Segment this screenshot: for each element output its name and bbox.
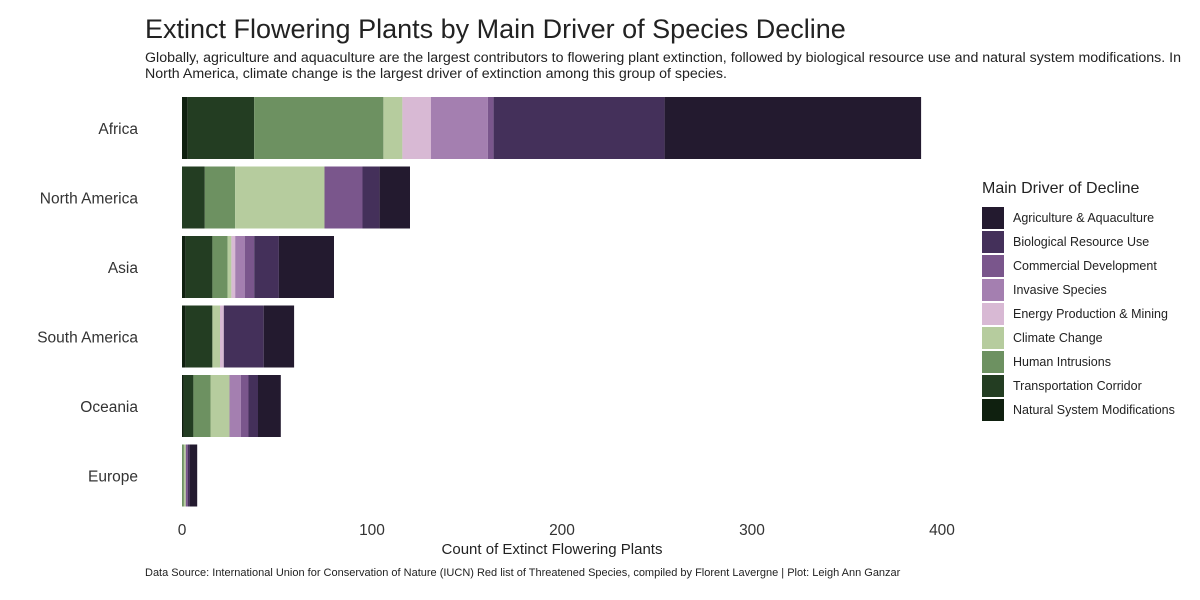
legend-item-biological-resource-use: Biological Resource Use <box>982 230 1175 254</box>
x-tick-label: 0 <box>178 522 187 539</box>
x-tick-label: 200 <box>549 522 575 539</box>
legend-label: Transportation Corridor <box>1013 379 1142 393</box>
bar-segment-africa-natural-system-modifications <box>182 97 188 159</box>
legend-swatch <box>982 303 1004 325</box>
bar-segment-oceania-biological-resource-use <box>248 375 258 437</box>
legend-swatch <box>982 255 1004 277</box>
y-tick-label: North America <box>40 191 139 208</box>
legend-swatch <box>982 351 1004 373</box>
legend-label: Invasive Species <box>1013 283 1107 297</box>
y-tick-label: South America <box>37 330 138 347</box>
legend-item-invasive-species: Invasive Species <box>982 278 1175 302</box>
bar-segment-asia-transportation-corridor <box>185 236 213 298</box>
legend-title: Main Driver of Decline <box>982 180 1140 197</box>
bar-segment-south-america-climate-change <box>212 305 220 368</box>
bar-segment-asia-commercial-development <box>244 236 255 298</box>
legend-label: Commercial Development <box>1013 259 1157 273</box>
bar-segment-asia-energy-production-and-mining <box>231 236 236 298</box>
bar-segment-oceania-agriculture-and-aquaculture <box>258 375 281 437</box>
bar-segment-asia-natural-system-modifications <box>182 236 186 298</box>
bar-segment-south-america-energy-production-and-mining <box>220 305 224 368</box>
bar-segment-europe-agriculture-and-aquaculture <box>189 444 198 507</box>
bar-segment-oceania-human-intrusions <box>193 375 211 437</box>
legend-item-commercial-development: Commercial Development <box>982 254 1175 278</box>
bar-segment-africa-invasive-species <box>430 97 488 159</box>
bar-segment-africa-climate-change <box>383 97 403 159</box>
y-tick-label: Africa <box>98 121 138 138</box>
x-axis-title: Count of Extinct Flowering Plants <box>442 541 663 558</box>
chart-title: Extinct Flowering Plants by Main Driver … <box>145 14 846 44</box>
bar-segment-europe-human-intrusions <box>182 444 184 507</box>
bar-segment-north-america-commercial-development <box>324 166 363 229</box>
legend-swatch <box>982 231 1004 253</box>
bar-segment-north-america-agriculture-and-aquaculture <box>379 166 410 229</box>
bar-segment-asia-invasive-species <box>235 236 245 298</box>
legend-label: Agriculture & Aquaculture <box>1013 211 1155 225</box>
bar-segment-north-america-biological-resource-use <box>362 166 380 229</box>
bar-segment-oceania-climate-change <box>210 375 230 437</box>
bar-segment-europe-biological-resource-use <box>187 444 190 507</box>
bar-segment-africa-transportation-corridor <box>187 97 255 159</box>
legend-item-natural-system-modifications: Natural System Modifications <box>982 398 1175 422</box>
data-source-caption: Data Source: International Union for Con… <box>145 567 901 579</box>
legend-items: Agriculture & Aquaculture Biological Reso… <box>982 206 1175 422</box>
bar-segment-asia-climate-change <box>227 236 232 298</box>
bar-segment-africa-commercial-development <box>487 97 494 159</box>
bar-segment-north-america-transportation-corridor <box>182 166 205 229</box>
x-tick-label: 300 <box>739 522 765 539</box>
bar-segment-oceania-transportation-corridor <box>183 375 194 437</box>
chart-subtitle: Globally, agriculture and aquaculture ar… <box>145 50 1181 82</box>
legend-label: Biological Resource Use <box>1013 235 1150 249</box>
bar-segment-south-america-biological-resource-use <box>223 305 264 368</box>
bar-segment-europe-commercial-development <box>185 444 188 507</box>
bar-segment-asia-biological-resource-use <box>254 236 279 298</box>
legend-item-human-intrusions: Human Intrusions <box>982 350 1175 374</box>
legend-swatch <box>982 399 1004 421</box>
legend-item-agriculture-and-aquaculture: Agriculture & Aquaculture <box>982 206 1175 230</box>
bar-segment-asia-human-intrusions <box>212 236 228 298</box>
bar-segment-south-america-agriculture-and-aquaculture <box>263 305 295 368</box>
bar-segment-africa-energy-production-and-mining <box>402 97 431 159</box>
legend-swatch <box>982 327 1004 349</box>
bar-segment-north-america-human-intrusions <box>204 166 236 229</box>
legend-swatch <box>982 279 1004 301</box>
y-tick-label: Europe <box>88 469 138 486</box>
x-tick-label: 400 <box>929 522 955 539</box>
legend-item-energy-production-and-mining: Energy Production & Mining <box>982 302 1175 326</box>
bar-segment-europe-climate-change <box>183 444 186 507</box>
legend-swatch <box>982 207 1004 229</box>
legend-label: Climate Change <box>1013 331 1103 345</box>
y-tick-label: Oceania <box>80 399 138 416</box>
x-tick-label: 100 <box>359 522 385 539</box>
bar-segment-oceania-natural-system-modifications <box>182 375 184 437</box>
legend-item-climate-change: Climate Change <box>982 326 1175 350</box>
bar-segment-south-america-transportation-corridor <box>185 305 213 368</box>
bar-segment-north-america-climate-change <box>235 166 325 229</box>
legend-item-transportation-corridor: Transportation Corridor <box>982 374 1175 398</box>
legend-label: Human Intrusions <box>1013 355 1111 369</box>
bar-segment-africa-human-intrusions <box>254 97 384 159</box>
bar-segment-oceania-invasive-species <box>229 375 241 437</box>
bar-segment-africa-biological-resource-use <box>493 97 665 159</box>
legend: Main Driver of Decline Agriculture & Aqu… <box>982 180 1175 422</box>
bar-segment-south-america-natural-system-modifications <box>182 305 186 368</box>
bar-segment-africa-agriculture-and-aquaculture <box>664 97 922 159</box>
legend-label: Natural System Modifications <box>1013 403 1175 417</box>
legend-swatch <box>982 375 1004 397</box>
legend-label: Energy Production & Mining <box>1013 307 1168 321</box>
bar-segment-asia-agriculture-and-aquaculture <box>278 236 334 298</box>
bar-segment-oceania-commercial-development <box>240 375 249 437</box>
y-tick-label: Asia <box>108 260 139 277</box>
